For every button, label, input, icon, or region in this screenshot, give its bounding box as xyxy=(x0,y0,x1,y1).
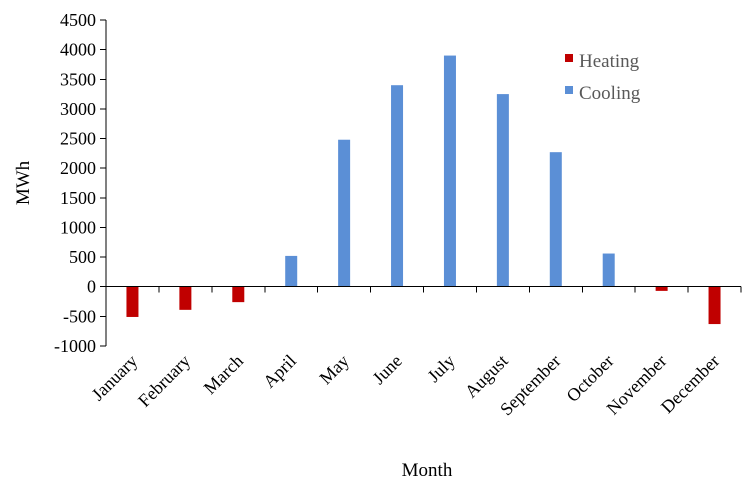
bar-cooling-may xyxy=(338,139,351,287)
bar-cooling-july xyxy=(443,55,456,287)
bar-cooling-september xyxy=(549,152,562,287)
y-tick-label: 500 xyxy=(69,247,96,267)
y-tick-label: 4500 xyxy=(60,10,96,30)
x-tick-label: April xyxy=(259,351,300,392)
x-tick-label: June xyxy=(368,351,405,388)
bar-heating-february xyxy=(179,286,192,310)
bar-cooling-august xyxy=(496,94,509,287)
bar-cooling-april xyxy=(285,255,298,287)
y-axis-title: MWh xyxy=(13,160,34,205)
y-tick-label: 2500 xyxy=(60,129,96,149)
x-tick-label: August xyxy=(461,351,512,402)
y-tick-label: 3000 xyxy=(60,99,96,119)
legend: Heating Cooling xyxy=(565,51,641,104)
x-axis-title: Month xyxy=(402,460,453,478)
y-tick-label: -1000 xyxy=(54,336,96,356)
y-tick-label: 1000 xyxy=(60,217,96,237)
bar-cooling-june xyxy=(391,85,404,287)
x-tick-label: July xyxy=(423,351,458,386)
axes xyxy=(105,20,742,346)
x-tick-label: March xyxy=(200,351,247,398)
legend-swatch-heating xyxy=(565,54,573,62)
y-tick-label: 4000 xyxy=(60,40,96,60)
legend-label-cooling: Cooling xyxy=(579,83,641,104)
x-tick-label: February xyxy=(134,351,194,411)
y-tick-label: 3500 xyxy=(60,69,96,89)
y-tick-label: 0 xyxy=(87,277,96,297)
y-axis-ticks: 4500 4000 3500 3000 2500 2000 1500 1000 500 0 -500… xyxy=(54,10,106,356)
legend-swatch-cooling xyxy=(565,86,573,94)
x-tick-label: December xyxy=(657,351,723,417)
bar-heating-january xyxy=(126,286,139,317)
bars xyxy=(126,55,721,325)
bar-heating-march xyxy=(232,286,245,303)
y-tick-label: 1500 xyxy=(60,188,96,208)
bar-heating-november xyxy=(655,286,668,291)
legend-label-heating: Heating xyxy=(579,51,640,72)
y-tick-label: -500 xyxy=(63,306,96,326)
y-tick-label: 2000 xyxy=(60,158,96,178)
bar-heating-december xyxy=(708,286,721,325)
x-tick-label: May xyxy=(315,351,352,388)
bar-cooling-october xyxy=(602,253,615,287)
